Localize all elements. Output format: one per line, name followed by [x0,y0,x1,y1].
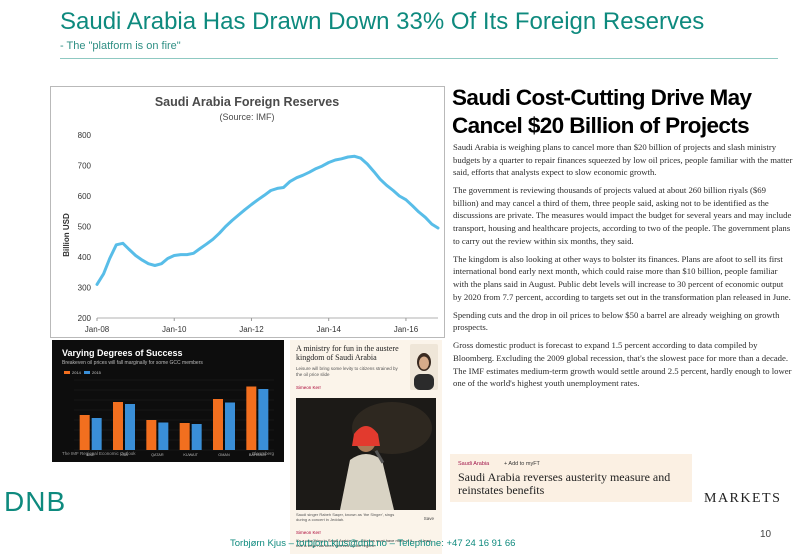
gcc-breakeven-inset: Varying Degrees of Success Breakeven oil… [52,340,284,462]
legend-label-2014: 2014 [72,370,82,375]
ft-article-byline: Simeon Kerr [296,530,322,535]
news-paragraph: The government is reviewing thousands of… [453,185,792,246]
photo-caption: Saudi singer Rabeh Saqer, known as 'the … [296,512,395,522]
ft-article-standfirst: Leisure will bring some levity to citize… [296,366,398,377]
x-tick-label: Jan-16 [394,325,419,334]
legend-swatch-2015 [84,371,90,374]
footer-contact: Torbjørn Kjus – torbjorn.kjus@dnb.no – T… [230,538,516,549]
x-axis: Jan-08 Jan-10 Jan-12 Jan-14 Jan-16 [85,318,419,334]
inset-subtitle: Breakeven oil prices will fall marginall… [62,360,203,366]
inset-category-label: OMAN [218,453,230,457]
news-headline: Saudi Cost-Cutting Drive May Cancel $20 … [452,85,752,138]
page-number: 10 [760,529,772,540]
chart-subtitle: (Source: IMF) [219,112,274,122]
y-tick-label: 600 [78,192,92,201]
inset-category-label: KUWAIT [183,453,198,457]
ft-ministry-article-inset: A ministry for fun in the austere kingdo… [290,340,442,554]
inset-bar-ksa-2014 [113,402,123,450]
news-paragraph: The kingdom is also looking at other way… [453,253,791,302]
y-axis-label: Billion USD [62,213,71,257]
inset-bar-uae-2015 [91,418,102,450]
slide-title: Saudi Arabia Has Drawn Down 33% Of Its F… [60,8,705,35]
inset-bar-ksa-2015 [125,404,135,450]
y-tick-label: 300 [78,284,92,293]
inset-category-label: QATAR [151,453,164,457]
news-article-body: Saudi Arabia is weighing plans to cancel… [453,141,793,395]
ft-related-article-card[interactable]: Saudi Arabia + Add to myFT Saudi Arabia … [450,454,692,502]
news-paragraph: Gross domestic product is forecast to ex… [453,340,792,389]
news-paragraph: Saudi Arabia is weighing plans to cancel… [453,142,793,178]
inset-credit: Bloomberg [252,451,274,456]
x-tick-label: Jan-08 [85,325,110,334]
y-axis: 200 300 400 500 600 700 800 [78,131,92,323]
y-tick-label: 700 [78,162,92,171]
inset-bar-bahrain-2015 [258,389,269,450]
title-divider [60,58,778,59]
x-tick-label: Jan-10 [162,325,187,334]
y-tick-label: 800 [78,131,92,140]
inset-bar-oman-2014 [213,399,223,450]
y-tick-label: 200 [78,314,92,323]
ft-article-headline: A ministry for fun in the austere kingdo… [296,344,399,362]
markets-logo: MARKETS [704,491,782,506]
inset-bar-kuwait-2015 [191,424,202,450]
y-tick-label: 400 [78,253,92,262]
related-headline[interactable]: Saudi Arabia reverses austerity measure … [458,470,671,497]
reserves-series-line [95,154,440,286]
inset-category-label: BAHRAIN [249,453,266,457]
inset-title: Varying Degrees of Success [62,348,183,358]
inset-bar-uae-2014 [79,415,90,450]
inset-category-label: KSA [120,453,128,457]
foreign-reserves-chart: Saudi Arabia Foreign Reserves (Source: I… [50,86,445,338]
inset-bar-kuwait-2014 [179,423,190,450]
x-tick-label: Jan-12 [239,325,264,334]
topic-tag[interactable]: Saudi Arabia [458,461,490,467]
dnb-logo: DNB [4,486,67,517]
inset-bar-qatar-2015 [158,422,169,450]
ft-article-author: Simeon Kerr [296,385,322,390]
ft-article-body: It's a new thing in Saudi Arabia: fun. C… [296,538,432,548]
inset-bar-chart: 2014 2015 UAE KSA QATAR KUWAIT OMAN BAHRAIN [64,370,274,457]
add-to-myft-button[interactable]: + Add to myFT [504,461,540,467]
inset-source: The IMF Regional Economic Outlook [62,451,136,456]
y-tick-label: 500 [78,223,92,232]
author-portrait [410,344,438,390]
slide-subtitle: - The "platform is on fire" [60,40,181,52]
inset-bar-oman-2015 [225,402,235,450]
inset-bar-bahrain-2014 [246,386,257,450]
legend-swatch-2014 [64,371,70,374]
chart-title: Saudi Arabia Foreign Reserves [155,95,339,109]
news-paragraph: Spending cuts and the drop in oil prices… [453,309,780,333]
legend-label-2015: 2015 [92,370,102,375]
singer-photo [296,398,436,510]
inset-category-label: UAE [87,453,95,457]
save-button[interactable]: Save [423,516,434,521]
x-tick-label: Jan-14 [316,325,341,334]
foreign-reserves-chart-svg: Saudi Arabia Foreign Reserves (Source: I… [62,95,440,334]
inset-bar-qatar-2014 [146,420,157,450]
